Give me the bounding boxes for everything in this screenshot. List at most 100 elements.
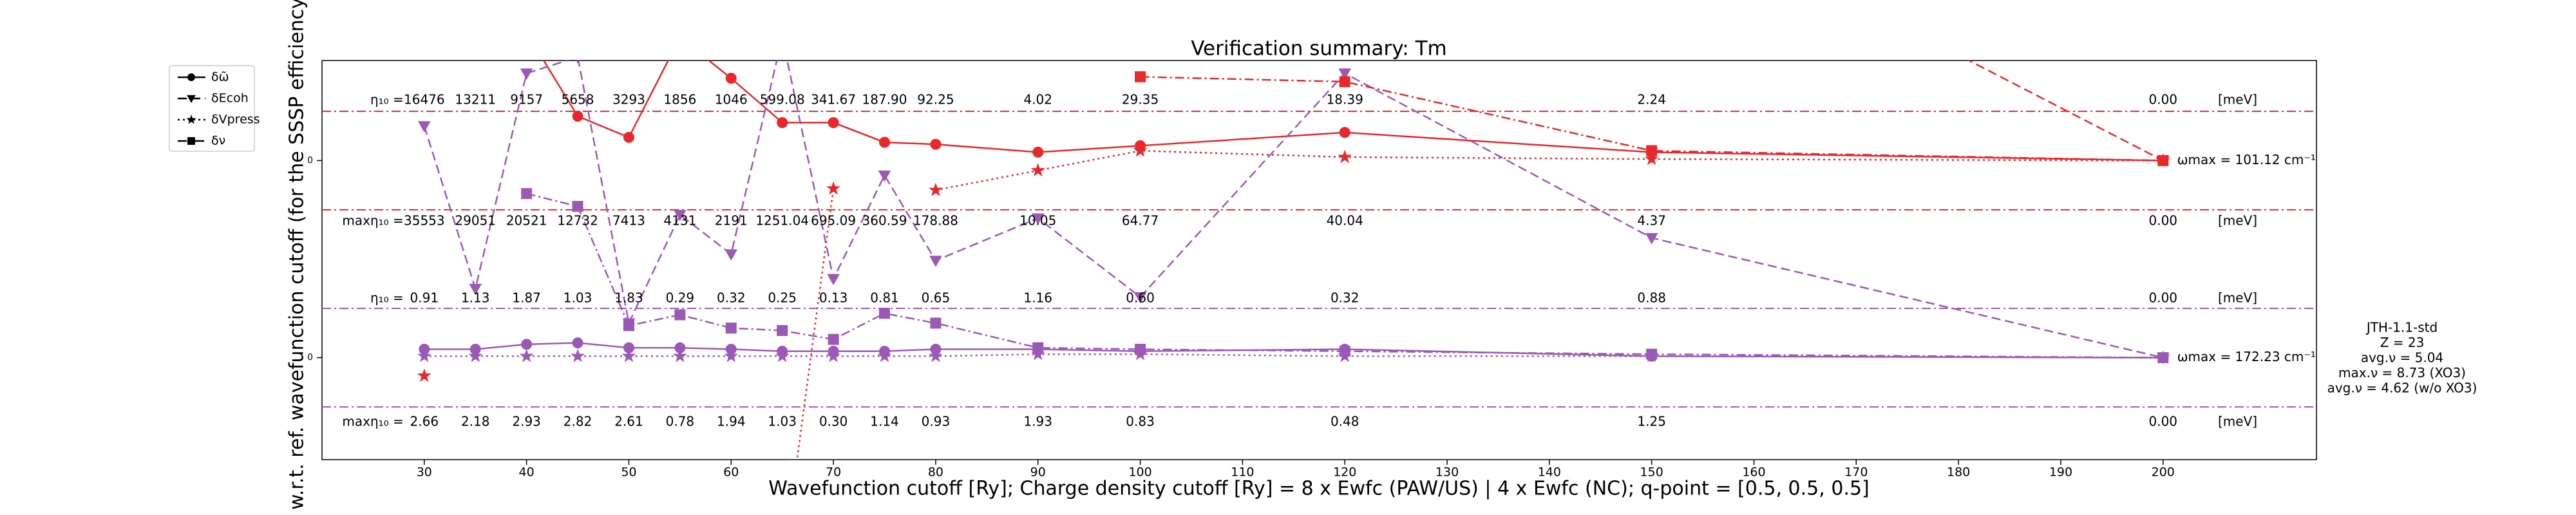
info-text: JTH-1.1-std <box>2365 320 2438 335</box>
data-point <box>674 210 687 221</box>
data-point <box>1338 149 1352 164</box>
row-value: 64.77 <box>1122 213 1159 229</box>
row-value: 2.61 <box>614 414 643 429</box>
data-point <box>828 117 839 128</box>
data-point <box>1646 348 1658 360</box>
legend-label: δν <box>211 134 225 148</box>
data-point <box>519 348 534 362</box>
data-point <box>879 308 891 319</box>
row-unit: [meV] <box>2218 290 2257 306</box>
row-value: 1.03 <box>768 414 797 429</box>
data-point <box>1135 344 1146 355</box>
data-point <box>2157 154 2169 166</box>
row-value: 1.14 <box>870 414 899 429</box>
data-point <box>929 256 942 267</box>
x-tick-label: 70 <box>826 465 841 480</box>
data-point <box>1032 146 1044 158</box>
series-line <box>424 342 2163 359</box>
data-point <box>1133 292 1147 304</box>
data-point <box>675 32 685 42</box>
row-value: 1.87 <box>512 290 541 306</box>
row-label: maxη₁₀ = <box>342 414 403 429</box>
row-label: η₁₀ = <box>370 92 404 108</box>
data-point <box>572 337 583 349</box>
row-value: 3293 <box>612 92 645 108</box>
series-line <box>423 61 2164 359</box>
data-point <box>828 333 839 345</box>
data-point <box>623 320 634 332</box>
data-point <box>623 131 634 143</box>
chart-title: Verification summary: Tm <box>1191 37 1447 61</box>
row-value: 0.00 <box>2149 92 2178 108</box>
data-point <box>1135 71 1146 82</box>
row-value: 4.02 <box>1023 92 1052 108</box>
data-point <box>417 348 431 362</box>
info-text: Z = 23 <box>2380 335 2425 350</box>
x-tick-label: 40 <box>519 465 535 480</box>
data-point <box>777 117 788 128</box>
row-unit: [meV] <box>2218 213 2257 229</box>
row-value: 12732 <box>557 213 598 229</box>
row-unit: [meV] <box>2218 414 2257 429</box>
data-point <box>1032 342 1044 353</box>
x-tick-label: 120 <box>1333 465 1356 480</box>
y-tick-label: 0 <box>307 353 313 363</box>
row-value: 92.25 <box>917 92 954 108</box>
data-point <box>877 348 892 362</box>
row-value: 0.60 <box>1126 290 1155 306</box>
row-value: 0.29 <box>666 290 695 306</box>
row-value: 40.04 <box>1327 213 1363 229</box>
row-value: 5658 <box>562 92 594 108</box>
x-tick-label: 100 <box>1128 465 1151 480</box>
row-value: 1.83 <box>614 290 643 306</box>
x-tick-label: 150 <box>1640 465 1663 480</box>
legend-marker <box>187 95 196 104</box>
row-value: 16476 <box>404 92 445 108</box>
row-value: 29051 <box>455 213 496 229</box>
legend-label: δω̃ <box>211 70 229 84</box>
row-value: 0.32 <box>1331 290 1359 306</box>
row-value: 0.81 <box>870 290 899 306</box>
data-point <box>1338 68 1352 80</box>
row-value: 1856 <box>663 92 696 108</box>
data-point <box>672 348 687 362</box>
data-point <box>928 348 943 362</box>
data-point <box>827 274 840 286</box>
row-value: 10.05 <box>1019 213 1056 229</box>
x-tick-label: 190 <box>2049 465 2072 480</box>
x-tick-label: 90 <box>1030 465 1046 480</box>
data-point <box>878 170 891 182</box>
data-point <box>469 283 482 295</box>
info-text: avg.ν = 4.62 (w/o XO3) <box>2327 380 2477 396</box>
data-point <box>1644 151 1659 165</box>
data-point <box>725 323 737 334</box>
omega-label: ωmax = 101.12 cm⁻¹ <box>2177 152 2316 167</box>
row-value: 341.67 <box>811 92 856 108</box>
x-tick-label: 170 <box>1844 465 1868 480</box>
row-value: 2.66 <box>410 414 439 429</box>
row-value: 178.88 <box>913 213 958 229</box>
data-point <box>576 61 580 64</box>
row-value: 7413 <box>612 213 645 229</box>
row-value: 1.03 <box>564 290 592 306</box>
data-point <box>1030 163 1045 177</box>
data-point <box>928 182 943 196</box>
row-value: 0.30 <box>819 414 848 429</box>
data-point <box>571 348 585 362</box>
data-point <box>572 110 583 122</box>
row-value: 4.37 <box>1637 213 1666 229</box>
series-line <box>796 149 2163 460</box>
data-point <box>417 368 431 382</box>
row-value: 1046 <box>715 92 748 108</box>
row-value: 0.25 <box>768 290 797 306</box>
row-value: 1.13 <box>461 290 490 306</box>
row-value: 0.93 <box>922 414 951 429</box>
row-value: 2.24 <box>1637 92 1666 108</box>
data-point <box>724 249 738 261</box>
data-point <box>521 339 533 350</box>
row-value: 20521 <box>506 213 547 229</box>
data-point <box>879 136 891 148</box>
legend-marker <box>187 137 195 145</box>
row-value: 35553 <box>404 213 445 229</box>
row-value: 0.13 <box>819 290 848 306</box>
